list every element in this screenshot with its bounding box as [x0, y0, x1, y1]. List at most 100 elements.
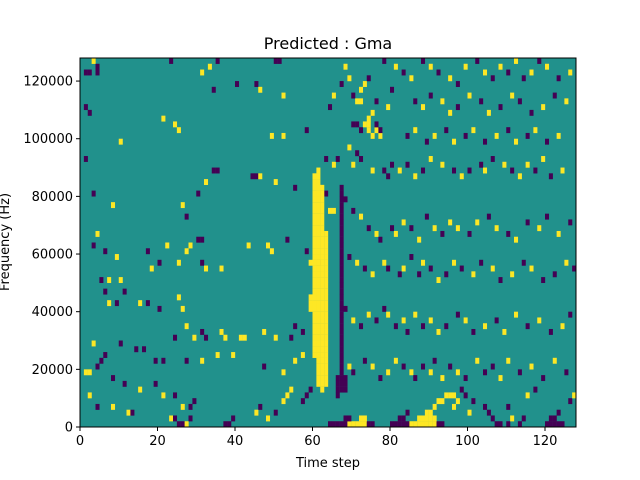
heatmap-cell — [320, 334, 325, 341]
heatmap-cell — [393, 230, 398, 237]
heatmap-cell — [320, 357, 325, 364]
heatmap-cell — [548, 173, 553, 180]
heatmap-cell — [436, 421, 441, 428]
heatmap-cell — [401, 415, 406, 422]
heatmap-cell — [188, 242, 193, 249]
heatmap-cell — [231, 415, 236, 422]
heatmap-cell — [552, 92, 557, 99]
heatmap-cell — [176, 127, 181, 134]
heatmap-cell — [308, 300, 313, 307]
heatmap-cell — [339, 248, 344, 255]
heatmap-cell — [393, 63, 398, 70]
heatmap-cell — [564, 259, 569, 266]
heatmap-cell — [366, 225, 371, 232]
heatmap-cell — [351, 161, 356, 168]
heatmap-cell — [169, 415, 174, 422]
heatmap-cell — [324, 190, 329, 197]
heatmap-cell — [343, 386, 348, 393]
heatmap-cell — [339, 386, 344, 393]
heatmap-cell — [312, 173, 317, 180]
heatmap-cell — [312, 288, 317, 295]
heatmap-cell — [304, 127, 309, 134]
heatmap-cell — [490, 363, 495, 370]
heatmap-cell — [413, 375, 418, 382]
heatmap-cell — [486, 213, 491, 220]
heatmap-cell — [320, 213, 325, 220]
heatmap-cell — [475, 58, 480, 64]
heatmap-cell — [285, 236, 290, 243]
heatmap-cell — [459, 173, 464, 180]
heatmap-cell — [316, 311, 321, 318]
heatmap-cell — [517, 173, 522, 180]
heatmap-cell — [312, 271, 317, 278]
heatmap-cell — [176, 421, 181, 428]
heatmap-cell — [95, 363, 100, 370]
heatmap-cell — [312, 334, 317, 341]
heatmap-cell — [320, 386, 325, 393]
heatmap-cell — [145, 300, 150, 307]
heatmap-cell — [359, 323, 364, 330]
heatmap-cell — [339, 311, 344, 318]
heatmap-cell — [386, 104, 391, 111]
heatmap-cell — [510, 415, 515, 422]
heatmap-cell — [424, 415, 429, 422]
heatmap-cell — [184, 357, 189, 364]
heatmap-cell — [529, 109, 534, 116]
heatmap-cell — [316, 248, 321, 255]
heatmap-cell — [320, 277, 325, 284]
heatmap-cell — [324, 254, 329, 260]
heatmap-cell — [362, 265, 367, 272]
heatmap-cell — [207, 63, 212, 70]
heatmap-cell — [223, 334, 228, 341]
heatmap-cell — [83, 69, 88, 76]
heatmap-cell — [316, 173, 321, 180]
heatmap-cell — [401, 421, 406, 428]
heatmap-cell — [289, 334, 294, 341]
heatmap-cell — [134, 346, 139, 353]
axes-frame — [79, 57, 577, 428]
heatmap-cell — [556, 421, 561, 428]
heatmap-cell — [444, 127, 449, 134]
y-tick-label: 40000 — [32, 305, 73, 320]
heatmap-cell — [215, 167, 220, 174]
heatmap-cell — [107, 300, 112, 307]
heatmap-cell — [316, 254, 321, 260]
x-axis-label: Time step — [295, 456, 360, 471]
heatmap-cell — [312, 248, 317, 255]
heatmap-cell — [517, 369, 522, 376]
heatmap-cell — [521, 259, 526, 266]
heatmap-cell — [401, 219, 406, 226]
heatmap-cell — [122, 288, 127, 295]
x-tick-label: 40 — [227, 434, 244, 449]
heatmap-cell — [409, 75, 414, 82]
heatmap-cell — [393, 421, 398, 428]
heatmap-cell — [142, 346, 147, 353]
heatmap-cell — [316, 282, 321, 289]
heatmap-cell — [424, 421, 429, 428]
heatmap-cell — [335, 156, 340, 162]
heatmap-cell — [351, 421, 356, 428]
heatmap-cell — [328, 104, 333, 111]
heatmap-cell — [548, 421, 553, 428]
heatmap-cell — [320, 207, 325, 214]
heatmap-cell — [417, 421, 422, 428]
heatmap-cell — [556, 75, 561, 82]
heatmap-cell — [452, 167, 457, 174]
heatmap-cell — [378, 236, 383, 243]
y-tick-label: 80000 — [32, 190, 73, 205]
heatmap-cell — [432, 403, 437, 410]
heatmap-cell — [165, 242, 170, 249]
heatmap-cell — [366, 311, 371, 318]
heatmap-cell — [339, 230, 344, 237]
heatmap-cell — [572, 265, 577, 272]
heatmap-cell — [111, 375, 116, 382]
heatmap-cell — [560, 323, 565, 330]
heatmap-cell — [545, 138, 550, 145]
heatmap-cell — [452, 138, 457, 145]
heatmap-cell — [494, 421, 499, 428]
heatmap-cell — [339, 236, 344, 243]
heatmap-cell — [467, 92, 472, 99]
heatmap-cell — [316, 259, 321, 266]
heatmap-cell — [452, 392, 457, 399]
heatmap-cell — [467, 167, 472, 174]
